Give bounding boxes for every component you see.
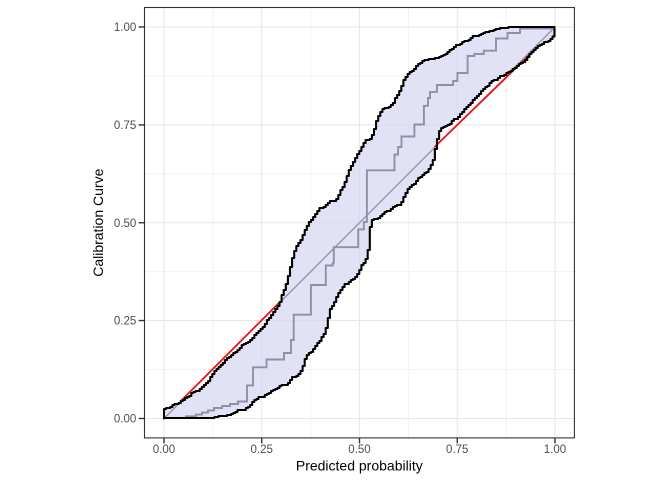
svg-text:0.00: 0.00 bbox=[153, 444, 175, 456]
svg-text:1.00: 1.00 bbox=[544, 444, 566, 456]
svg-text:0.50: 0.50 bbox=[114, 218, 136, 230]
svg-text:0.75: 0.75 bbox=[446, 444, 468, 456]
svg-text:Calibration Curve: Calibration Curve bbox=[90, 168, 106, 276]
svg-text:0.00: 0.00 bbox=[114, 414, 136, 426]
svg-text:0.75: 0.75 bbox=[114, 120, 136, 132]
svg-text:Predicted probability: Predicted probability bbox=[296, 458, 423, 474]
svg-text:0.25: 0.25 bbox=[251, 444, 273, 456]
svg-text:1.00: 1.00 bbox=[114, 22, 136, 34]
svg-text:0.50: 0.50 bbox=[348, 444, 370, 456]
svg-text:0.25: 0.25 bbox=[114, 316, 136, 328]
